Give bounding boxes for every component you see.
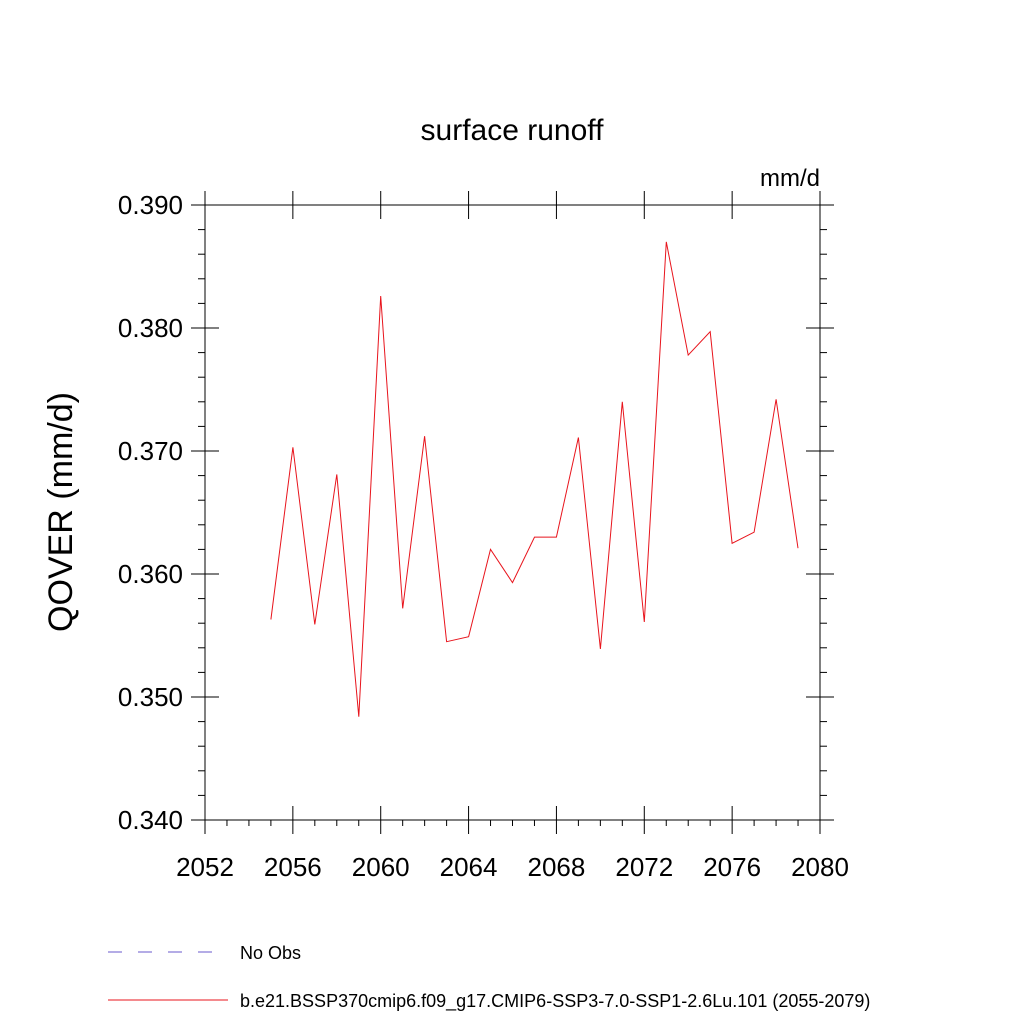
- y-tick-label: 0.370: [118, 436, 183, 466]
- x-tick-label: 2072: [615, 852, 673, 882]
- y-tick-label: 0.340: [118, 805, 183, 835]
- x-tick-label: 2060: [352, 852, 410, 882]
- axis-ticks: 2052 2056 2060 2064 2068 2072 2076 2080 0.340 0.3…: [118, 190, 849, 882]
- x-tick-label: 2080: [791, 852, 849, 882]
- y-tick-label: 0.390: [118, 190, 183, 220]
- x-tick-label: 2056: [264, 852, 322, 882]
- series-layer: [270, 241, 799, 717]
- plot-border: [204, 204, 821, 821]
- y-tick-label: 0.360: [118, 559, 183, 589]
- units-label: mm/d: [760, 165, 820, 192]
- x-tick-label: 2064: [440, 852, 498, 882]
- y-tick-label: 0.350: [118, 682, 183, 712]
- legend-label: b.e21.BSSP370cmip6.f09_g17.CMIP6-SSP3-7.…: [240, 991, 870, 1012]
- legend-label: No Obs: [240, 943, 301, 963]
- chart-title: surface runoff: [421, 114, 605, 147]
- x-tick-label: 2052: [176, 852, 234, 882]
- series-line: [270, 241, 799, 717]
- y-tick-label: 0.380: [118, 313, 183, 343]
- x-tick-label: 2076: [703, 852, 761, 882]
- x-tick-label: 2068: [528, 852, 586, 882]
- legend: No Obs b.e21.BSSP370cmip6.f09_g17.CMIP6-S…: [108, 943, 870, 1012]
- plot-frame: [204, 204, 821, 821]
- y-axis-label: QOVER (mm/d): [42, 392, 80, 632]
